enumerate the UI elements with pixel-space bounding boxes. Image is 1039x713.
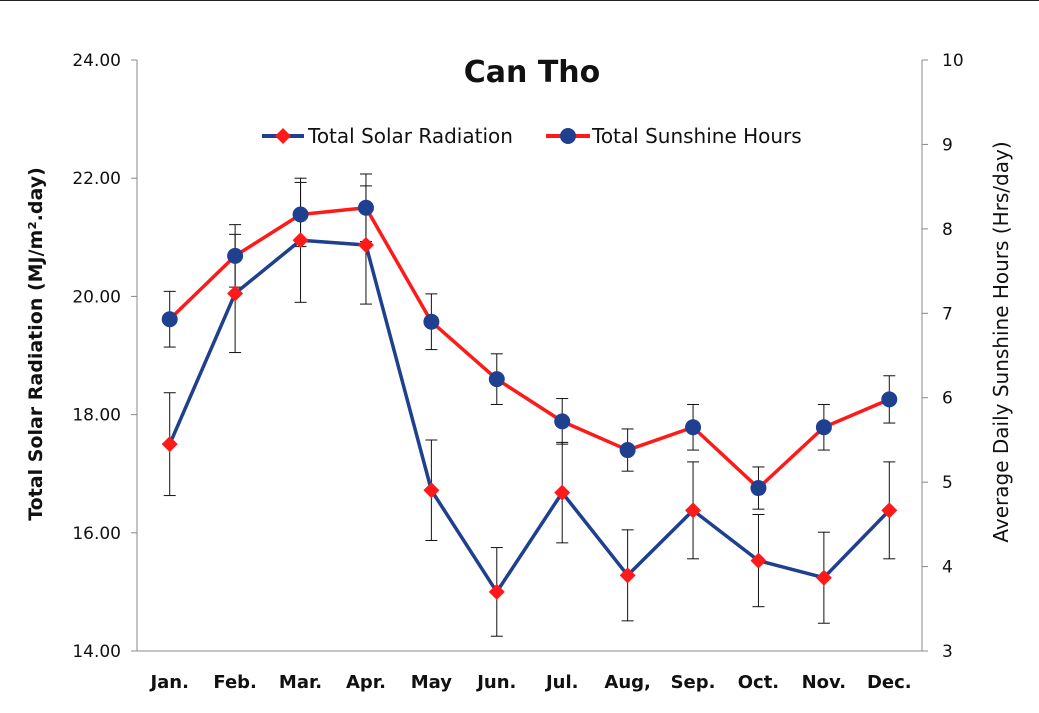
category-label: Jul. [544, 672, 579, 693]
category-label: Apr. [346, 672, 386, 693]
data-point-radiation [357, 236, 374, 253]
category-label: Aug, [604, 672, 650, 693]
left-axis-label: Total Solar Radiation (MJ/m².day) [25, 167, 47, 521]
category-label: Nov. [802, 672, 847, 693]
legend-swatch-marker-sunshine [560, 128, 576, 144]
right-axis-label: Average Daily Sunshine Hours (Hrs/day) [989, 141, 1013, 542]
series-line-sunshine [168, 206, 890, 490]
data-point-sunshine [881, 391, 898, 408]
left-axis-ticks: 14.00 16.00 18.00 20.00 22.00 24.00 [72, 51, 137, 662]
data-point-radiation [554, 484, 571, 501]
data-point-radiation [750, 552, 767, 569]
data-point-sunshine [685, 419, 702, 436]
right-tick-label: 9 [942, 135, 953, 155]
top-border-line [0, 0, 1039, 1]
right-tick-label: 8 [942, 220, 953, 240]
data-point-sunshine [619, 442, 636, 459]
series-lines [168, 206, 891, 594]
data-point-sunshine [554, 413, 571, 430]
axes [136, 60, 923, 652]
category-label: Sep. [671, 672, 716, 693]
left-tick-label: 20.00 [72, 287, 121, 307]
data-point-sunshine [488, 371, 505, 388]
category-label: Dec. [867, 672, 912, 693]
legend-label-sunshine: Total Sunshine Hours [591, 124, 802, 148]
category-label: Feb. [213, 672, 257, 693]
right-tick-label: 4 [942, 558, 953, 578]
legend: Total Solar Radiation Total Sunshine Hou… [262, 124, 802, 148]
legend-label-radiation: Total Solar Radiation [307, 124, 513, 148]
data-point-radiation [488, 583, 505, 600]
data-point-sunshine [227, 247, 244, 264]
left-tick-label: 14.00 [72, 642, 121, 662]
category-label: May [411, 672, 453, 693]
right-axis-ticks: 3 4 5 6 7 8 9 10 [922, 51, 964, 662]
data-point-radiation [685, 502, 702, 519]
data-point-radiation [292, 232, 309, 249]
category-label: Jun. [475, 672, 516, 693]
right-tick-label: 5 [942, 473, 953, 493]
category-label: Jan. [148, 672, 189, 693]
data-point-sunshine [357, 199, 374, 216]
right-tick-label: 7 [942, 304, 953, 324]
data-point-sunshine [292, 206, 309, 223]
right-tick-label: 6 [942, 389, 953, 409]
data-point-radiation [227, 285, 244, 302]
chart-title: Can Tho [464, 55, 601, 90]
category-labels: Jan. Feb. Mar. Apr. May Jun. Jul. Aug, Sep. Oct. N… [148, 672, 911, 693]
data-point-radiation [161, 436, 178, 453]
data-point-radiation [619, 567, 636, 584]
left-tick-label: 22.00 [72, 169, 121, 189]
legend-swatch-marker-radiation [275, 128, 291, 144]
category-label: Mar. [279, 672, 322, 693]
data-point-radiation [881, 502, 898, 519]
left-tick-label: 16.00 [72, 524, 121, 544]
right-tick-label: 10 [942, 51, 964, 71]
right-tick-label: 3 [942, 642, 953, 662]
category-label: Oct. [738, 672, 779, 693]
data-point-radiation [815, 569, 832, 586]
data-point-sunshine [423, 313, 440, 330]
data-point-radiation [423, 482, 440, 499]
data-point-sunshine [750, 480, 767, 497]
left-tick-label: 18.00 [72, 406, 121, 426]
left-tick-label: 24.00 [72, 51, 121, 71]
series-line-radiation [168, 238, 891, 594]
series-markers [161, 199, 898, 600]
data-point-sunshine [161, 311, 178, 328]
data-point-sunshine [815, 419, 832, 436]
